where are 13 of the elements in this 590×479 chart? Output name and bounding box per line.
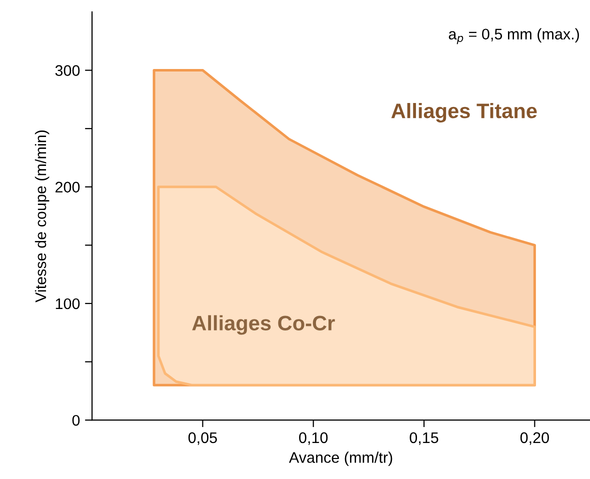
x-tick-label: 0,15	[410, 432, 438, 445]
series-label: Alliages Co-Cr	[192, 315, 335, 335]
y-tick-label: 100	[56, 298, 80, 310]
x-tick-label: 0,10	[299, 432, 328, 445]
x-axis-title: Avance (mm/tr)	[288, 452, 392, 466]
x-tick-label: 0,20	[520, 432, 549, 445]
x-tick-label: 0,05	[188, 432, 217, 445]
y-tick-label: 200	[56, 182, 80, 193]
text: Alliages Titane	[391, 102, 537, 122]
annotation: a$_{p}$ = 0,5 mm (max.)	[448, 28, 579, 44]
y-axis-title: Vitesse de coupe (m/min)	[34, 130, 50, 302]
y-tick-label: 300	[55, 65, 80, 76]
y-tick-label: 0	[72, 414, 80, 426]
